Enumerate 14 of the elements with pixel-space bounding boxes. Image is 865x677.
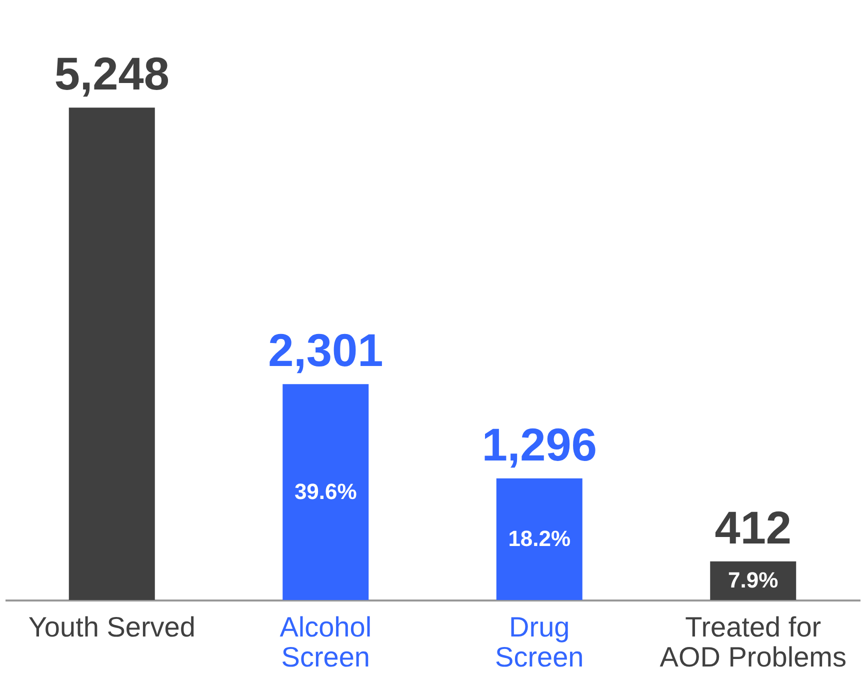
bar — [68, 108, 155, 600]
data-label: 5,248 — [54, 48, 170, 100]
data-label: 412 — [714, 501, 792, 554]
data-label: 2,301 — [268, 324, 384, 376]
x-tick-label: Treated for AOD Problems — [660, 612, 846, 672]
bar — [282, 384, 369, 600]
x-tick-label: Drug Screen — [495, 612, 584, 672]
x-tick-label: Alcohol Screen — [280, 612, 372, 672]
bar — [496, 478, 582, 600]
annotation: 7.9% — [728, 568, 778, 593]
data-label: 1,296 — [482, 418, 597, 470]
annotation: 18.2% — [508, 526, 571, 552]
x-tick-label: Youth Served — [28, 612, 196, 642]
annotation: 39.6% — [294, 479, 357, 504]
